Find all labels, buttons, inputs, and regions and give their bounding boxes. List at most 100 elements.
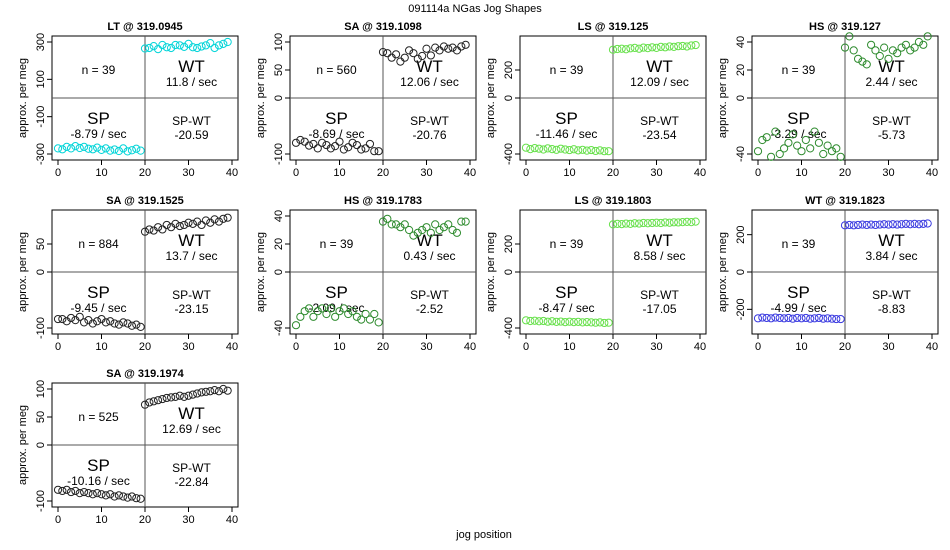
sp-data-point [93,317,102,326]
panel-title: SA @ 319.1974 [106,368,184,380]
sp-data-point [810,314,819,323]
wt-data-point [223,37,232,47]
wt-data-point [648,43,657,52]
wt-data-point [621,219,631,228]
wt-data-point [858,220,867,229]
y-tick-label: 20 [273,238,285,250]
y-axis-label: approx. per meg [17,405,29,485]
sp-data-point [539,316,548,326]
y-tick-label: -40 [735,146,747,162]
wt-data-point [635,44,644,53]
chart-panel: HS @ 319.1783 0 10 20 30 40 -40 0 20 40 approx. pe… [255,195,477,353]
wt-data-point [162,393,171,403]
wt-data-point [197,220,206,230]
wt-data-point [206,39,215,48]
x-tick-label: 20 [607,341,619,353]
chart-panel: LS @ 319.1803 0 10 20 30 40 -400 0 200 approx. pe… [485,195,707,353]
sp-data-point [766,314,776,323]
sp-data-point [331,312,340,321]
wt-data-point [378,47,388,57]
sp-data-point [819,314,828,323]
sp-data-point [534,317,544,326]
diff-value: -17.05 [642,302,676,316]
wt-data-point [639,43,648,52]
x-tick-label: 20 [139,514,151,526]
sp-label: SP [325,109,348,128]
wt-data-point [383,49,392,58]
diff-label: SP-WT [172,114,211,128]
wt-data-point [849,46,858,55]
wt-data-point [674,42,683,51]
sp-data-point [80,318,89,327]
sp-data-point [75,143,84,153]
wt-rate: 0.43 / sec [403,249,455,263]
sp-data-point [101,318,110,327]
diff-label: SP-WT [640,114,679,128]
sp-data-point [58,314,67,324]
sp-data-point [300,307,309,316]
sp-data-point [132,494,141,503]
sp-data-point [565,145,574,155]
sp-rate: -8.79 / sec [70,127,126,141]
wt-data-point [884,54,893,63]
sp-rate: -3.29 / sec [770,127,826,141]
wt-data-point [665,42,674,51]
diff-label: SP-WT [172,461,211,475]
sp-data-point [784,313,793,323]
sp-label: SP [787,109,810,128]
wt-data-point [431,220,440,229]
sp-rate: -10.16 / sec [67,474,130,488]
wt-data-point [171,219,180,228]
sp-data-point [810,127,819,136]
sp-data-point [758,135,767,145]
wt-data-point [180,392,189,401]
sp-data-point [66,313,76,323]
wt-data-point [426,228,435,237]
sp-data-point [823,314,832,323]
wt-data-point [871,46,880,55]
x-tick-label: 10 [563,341,575,353]
x-tick-label: 40 [926,167,938,179]
sp-data-point [75,489,84,498]
sp-data-point [775,313,784,323]
chart-panel: SA @ 319.1098 0 10 20 30 40 -100 0 50 100 approx. … [255,21,477,179]
x-tick-label: 0 [523,167,529,179]
wt-data-point [661,218,670,227]
x-tick-label: 10 [795,341,807,353]
wt-rate: 3.84 / sec [865,249,917,263]
x-tick-label: 0 [293,167,299,179]
sp-data-point [309,139,318,149]
sp-data-point [775,149,784,159]
sp-data-point [119,492,128,501]
sp-data-point [127,321,137,330]
sp-data-point [582,318,592,327]
wt-data-point [888,46,897,55]
n-count-label: n = 560 [316,63,357,77]
sp-data-point [797,314,806,323]
y-tick-label: 100 [35,70,47,88]
wt-label: WT [416,57,442,76]
wt-label: WT [646,57,672,76]
sp-data-point [814,138,824,147]
wt-data-point [413,54,422,63]
wt-data-point [175,221,184,231]
wt-data-point [461,217,470,226]
sp-data-point [600,147,609,156]
wt-data-point [201,216,210,225]
sp-data-point [565,317,574,326]
sp-data-point [132,320,141,329]
wt-data-point [418,225,427,235]
sp-data-point [318,304,327,313]
x-tick-label: 40 [694,341,706,353]
sp-rate: -8.69 / sec [308,127,364,141]
sp-data-point [766,152,776,161]
y-tick-label: 0 [735,269,747,275]
y-tick-label: 0 [273,269,285,275]
sp-data-point [93,489,102,498]
x-tick-label: 30 [650,341,662,353]
wt-data-point [140,44,150,53]
wt-data-point [444,220,453,229]
wt-data-point [439,223,448,232]
x-tick-label: 0 [523,341,529,353]
